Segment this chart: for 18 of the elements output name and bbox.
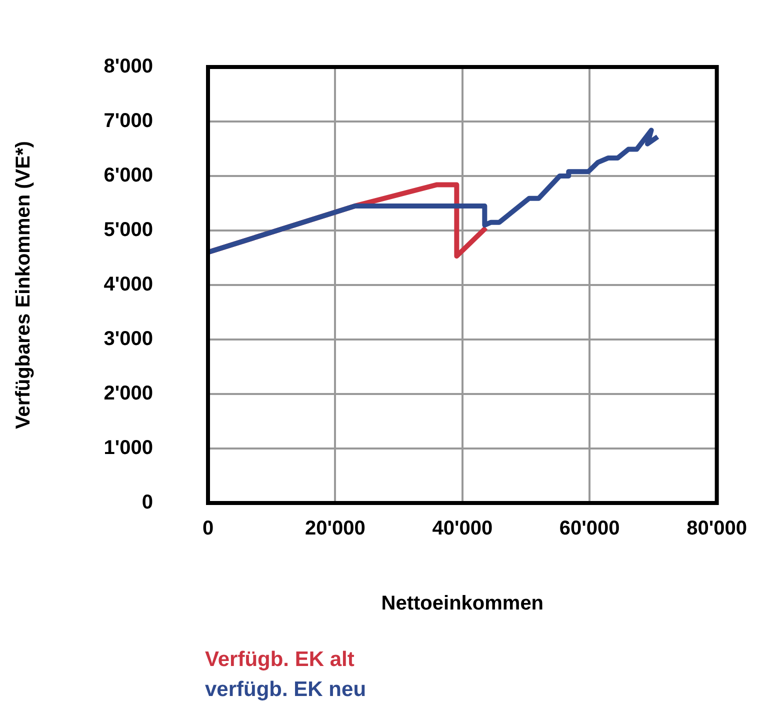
y-tick-label: 8'000 (104, 56, 153, 78)
x-axis-title: Nettoeinkommen (381, 592, 544, 615)
y-tick-label: 3'000 (104, 328, 153, 350)
y-tick-label: 7'000 (104, 110, 153, 132)
y-axis-title: Verfügbares Einkommen (VE*) (12, 141, 35, 429)
x-tick-label: 80'000 (686, 518, 747, 540)
y-tick-label: 4'000 (104, 274, 153, 296)
y-tick-label: 5'000 (104, 219, 153, 242)
y-tick-label: 1'000 (104, 437, 153, 460)
x-tick-label: 40'000 (432, 518, 493, 540)
x-tick-label: 60'000 (559, 518, 620, 540)
y-tick-label: 2'000 (104, 382, 153, 405)
text: Verfügb. EK alt (205, 647, 356, 673)
y-tick-label: 6'000 (104, 164, 153, 187)
y-tick-label: 0 (142, 492, 153, 514)
text: verfügb. EK neu (205, 677, 366, 703)
x-tick-label: 0 (202, 518, 214, 540)
x-tick-label: 20'000 (305, 518, 366, 540)
